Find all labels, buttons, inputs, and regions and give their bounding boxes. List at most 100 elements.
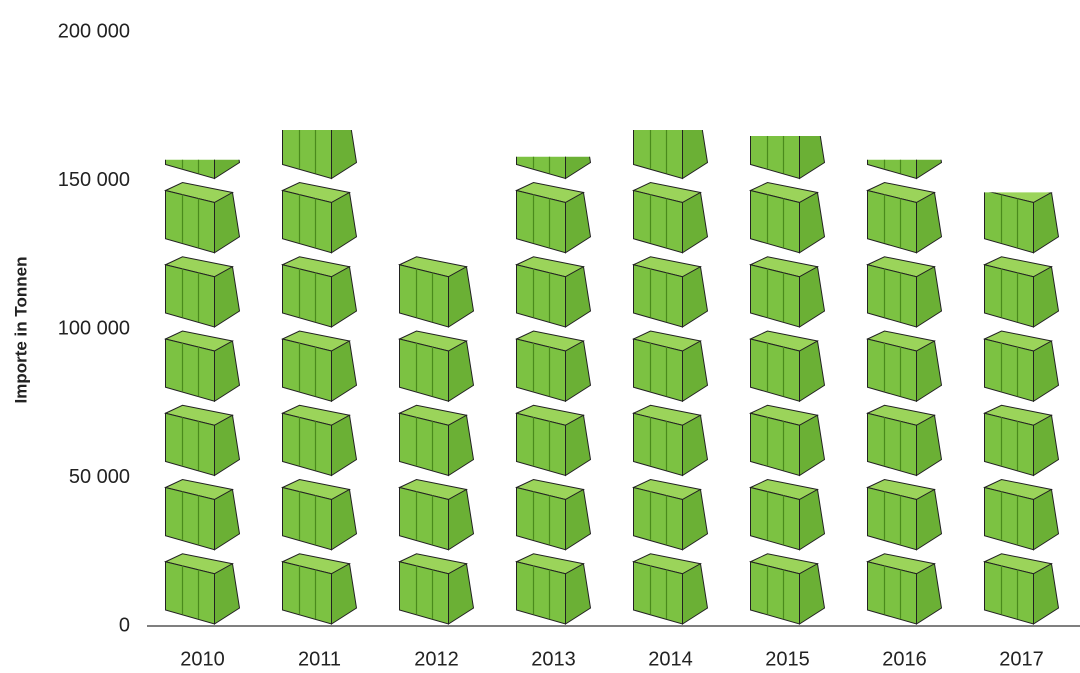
bale-right	[331, 562, 358, 625]
bale-string	[415, 565, 434, 619]
bale-right	[1033, 340, 1060, 403]
bale-right	[799, 488, 826, 551]
bale-string	[883, 268, 902, 322]
bale-string	[883, 194, 902, 248]
bale-top	[283, 108, 350, 128]
x-tick-label: 2012	[414, 648, 459, 670]
bale-left	[165, 159, 215, 180]
bale-right	[916, 562, 943, 625]
bale-string	[298, 343, 317, 397]
bale-right	[682, 130, 709, 180]
bale-top	[634, 108, 701, 128]
bale-string	[649, 130, 668, 174]
x-tick-label: 2016	[882, 648, 927, 670]
bale-string	[415, 417, 434, 471]
bale-string	[532, 565, 551, 619]
bale-string	[1000, 491, 1019, 545]
bale-right	[565, 562, 592, 625]
bale-right	[565, 340, 592, 403]
pictogram-column	[866, 108, 943, 625]
bale-right	[916, 191, 943, 254]
y-tick-label: 150 000	[58, 169, 130, 191]
bale-string	[532, 156, 551, 174]
bale-string	[766, 135, 785, 174]
bale-right	[799, 562, 826, 625]
pictogram-column	[983, 192, 1060, 625]
bale-string	[766, 417, 785, 471]
bale-string	[1000, 268, 1019, 322]
bale-right	[214, 488, 241, 551]
bale-right	[682, 191, 709, 254]
pictogram-column	[632, 108, 709, 625]
bale-string	[181, 417, 200, 471]
pictogram-column	[281, 108, 358, 625]
bale-right	[448, 562, 475, 625]
bale-string	[298, 417, 317, 471]
bale-top	[517, 108, 584, 128]
pictogram-column	[164, 108, 241, 625]
y-axis-title: Importe in Tonnen	[11, 256, 30, 403]
x-tick-label: 2014	[648, 648, 693, 670]
bale-right	[1033, 562, 1060, 625]
bale-right	[214, 340, 241, 403]
bale-string	[298, 130, 317, 174]
x-tick-label: 2011	[298, 648, 341, 670]
y-tick-label: 100 000	[58, 317, 130, 339]
bale-right	[331, 488, 358, 551]
bale-right	[565, 265, 592, 328]
bale-right	[565, 156, 592, 180]
bale-right	[682, 414, 709, 477]
bale-right	[799, 340, 826, 403]
bale-right	[799, 135, 826, 180]
bale-string	[1000, 194, 1019, 248]
bale-string	[883, 417, 902, 471]
bale-string	[532, 491, 551, 545]
bale-string	[298, 194, 317, 248]
bale-right	[916, 488, 943, 551]
bale-right	[916, 265, 943, 328]
bale-string	[532, 268, 551, 322]
bale-string	[649, 417, 668, 471]
bale-string	[298, 565, 317, 619]
bale-string	[649, 194, 668, 248]
bale-string	[766, 565, 785, 619]
bale-string	[415, 491, 434, 545]
bale-right	[1033, 192, 1060, 254]
bale-top	[166, 108, 233, 128]
bale-right	[799, 414, 826, 477]
pictogram-column	[749, 108, 826, 625]
bale-string	[883, 491, 902, 545]
x-tick-label: 2013	[531, 648, 576, 670]
bale-right	[565, 191, 592, 254]
bale-top	[868, 108, 935, 128]
y-tick-label: 200 000	[58, 20, 130, 42]
bale-left	[516, 156, 566, 180]
bale-right	[565, 414, 592, 477]
bale-left	[633, 130, 683, 180]
bale-right	[799, 191, 826, 254]
bale-right	[916, 159, 943, 180]
bale-string	[766, 268, 785, 322]
bale-string	[415, 343, 434, 397]
bale-string	[532, 194, 551, 248]
bale-right	[448, 265, 475, 328]
bale-string	[415, 268, 434, 322]
bale-top	[751, 108, 818, 128]
bale-right	[448, 414, 475, 477]
bale-right	[682, 340, 709, 403]
y-tick-label: 50 000	[69, 466, 130, 488]
pictogram-column	[515, 108, 592, 625]
bale-string	[883, 565, 902, 619]
bale-left	[867, 159, 917, 180]
bale-right	[916, 340, 943, 403]
bale-string	[649, 268, 668, 322]
bale-right	[565, 488, 592, 551]
bale-right	[214, 562, 241, 625]
bale-right	[214, 265, 241, 328]
bale-right	[682, 265, 709, 328]
bale-right	[331, 340, 358, 403]
bale-right	[682, 488, 709, 551]
bale-right	[448, 488, 475, 551]
